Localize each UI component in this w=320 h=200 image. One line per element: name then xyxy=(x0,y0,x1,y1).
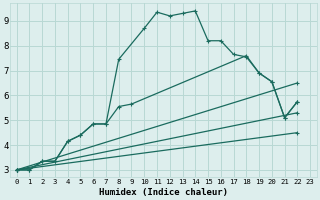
X-axis label: Humidex (Indice chaleur): Humidex (Indice chaleur) xyxy=(99,188,228,197)
